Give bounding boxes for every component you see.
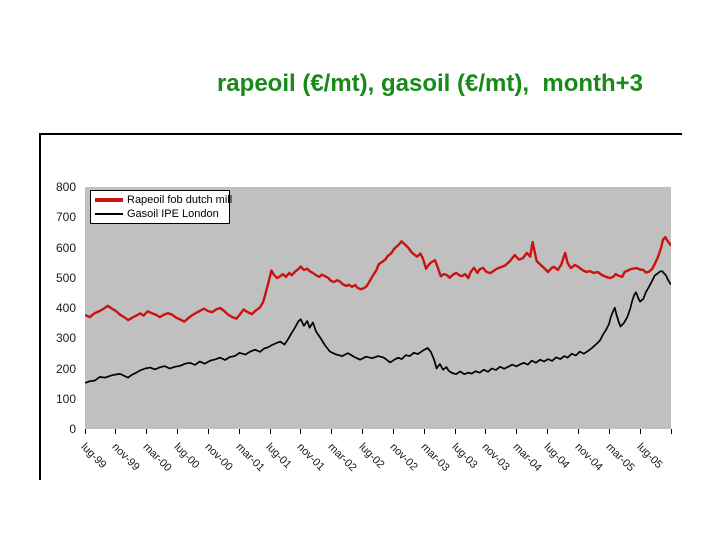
x-tick-mark bbox=[516, 429, 518, 434]
legend-entry-gasoil: Gasoil IPE London bbox=[95, 207, 225, 221]
gasoil-line-sample bbox=[95, 213, 123, 215]
legend-label-gasoil: Gasoil IPE London bbox=[127, 208, 219, 220]
x-tick-mark bbox=[670, 429, 672, 434]
chart-frame bbox=[39, 133, 682, 480]
y-tick-label-300: 300 bbox=[55, 331, 76, 346]
x-tick-mark bbox=[300, 429, 302, 434]
x-tick-mark bbox=[207, 429, 209, 434]
x-tick-mark bbox=[238, 429, 240, 434]
x-tick-mark bbox=[84, 429, 86, 434]
slide-title: rapeoil (€/mt), gasoil (€/mt), month+3 bbox=[216, 70, 644, 97]
chart-legend: Rapeoil fob dutch mill Gasoil IPE London bbox=[90, 190, 232, 224]
x-tick-mark bbox=[608, 429, 610, 434]
x-tick-mark bbox=[269, 429, 271, 434]
line-chart bbox=[85, 236, 671, 384]
series-line-gasoil bbox=[85, 270, 671, 384]
y-tick-label-600: 600 bbox=[55, 240, 76, 255]
x-tick-mark bbox=[423, 429, 425, 434]
legend-entry-rapeoil: Rapeoil fob dutch mill bbox=[95, 193, 232, 207]
x-tick-mark bbox=[362, 429, 364, 434]
x-tick-mark bbox=[392, 429, 394, 434]
x-tick-mark bbox=[331, 429, 333, 434]
x-tick-mark bbox=[146, 429, 148, 434]
y-tick-label-400: 400 bbox=[55, 301, 76, 315]
x-tick-mark bbox=[485, 429, 487, 434]
y-tick-label-200: 200 bbox=[55, 361, 76, 376]
y-tick-label-100: 100 bbox=[55, 391, 76, 406]
y-tick-label-700: 700 bbox=[55, 210, 76, 225]
y-tick-label-500: 500 bbox=[55, 270, 76, 285]
x-tick-mark bbox=[547, 429, 549, 434]
series-line-rapeoil bbox=[85, 236, 671, 323]
y-tick-label-800: 800 bbox=[55, 180, 76, 194]
x-tick-mark bbox=[454, 429, 456, 434]
rapeoil-line-sample bbox=[95, 198, 123, 202]
x-tick-mark bbox=[115, 429, 117, 434]
y-tick-label-0: 0 bbox=[69, 422, 76, 436]
x-tick-mark bbox=[577, 429, 579, 434]
x-tick-mark bbox=[177, 429, 179, 434]
plot-area bbox=[85, 187, 671, 429]
x-tick-mark bbox=[639, 429, 641, 434]
legend-label-rapeoil: Rapeoil fob dutch mill bbox=[127, 194, 233, 206]
